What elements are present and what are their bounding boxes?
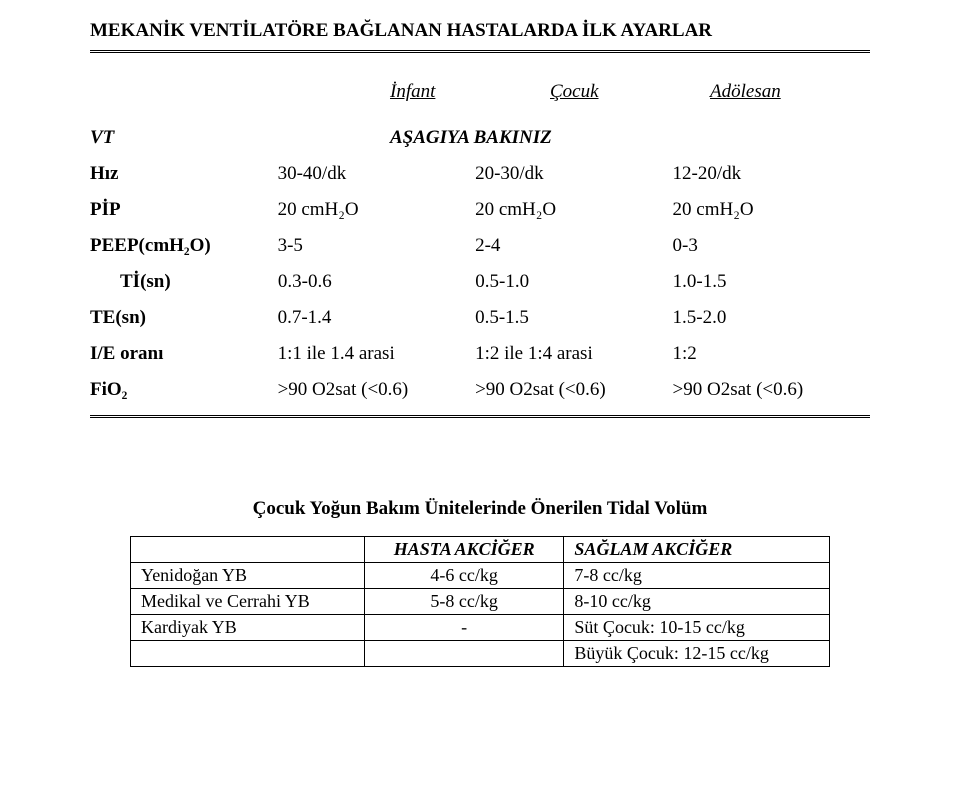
row-c2: 2-4: [475, 235, 672, 257]
page-title: MEKANİK VENTİLATÖRE BAĞLANAN HASTALARDA …: [90, 20, 870, 42]
row-c3: 12-20/dk: [673, 163, 870, 185]
row-ie: I/E oranı 1:1 ile 1.4 arasi 1:2 ile 1:4 …: [90, 343, 870, 365]
td-saglam-extra: Büyük Çocuk: 12-15 cc/kg: [564, 641, 830, 667]
row-c3: 1.5-2.0: [673, 307, 870, 329]
col-header-infant: İnfant: [390, 81, 550, 103]
row-c2: 0.5-1.5: [475, 307, 672, 329]
row-c1: 0.7-1.4: [278, 307, 475, 329]
row-c2: >90 O2sat (<0.6): [475, 379, 672, 401]
col-header-child: Çocuk: [550, 81, 710, 103]
td-label: Yenidoğan YB: [131, 563, 365, 589]
td-hasta: 5-8 cc/kg: [364, 589, 564, 615]
row-c3: 1.0-1.5: [673, 271, 870, 293]
row-c2: 20 cmH₂O: [475, 199, 672, 221]
row-label: TE(sn): [90, 307, 278, 329]
td-hasta: 4-6 cc/kg: [364, 563, 564, 589]
row-c1: 1:1 ile 1.4 arasi: [278, 343, 475, 365]
row-label: PİP: [90, 199, 278, 221]
td-blank: [131, 641, 365, 667]
row-label: FiO₂: [90, 379, 278, 401]
td-label: Kardiyak YB: [131, 615, 365, 641]
tidal-volume-table: HASTA AKCİĞER SAĞLAM AKCİĞER Yenidoğan Y…: [130, 536, 830, 667]
row-ti: Tİ(sn) 0.3-0.6 0.5-1.0 1.0-1.5: [90, 271, 870, 293]
vt-value: AŞAGIYA BAKINIZ: [280, 127, 552, 149]
table-header-row: HASTA AKCİĞER SAĞLAM AKCİĞER: [131, 537, 830, 563]
row-peep: PEEP(cmH₂O) 3-5 2-4 0-3: [90, 235, 870, 257]
col-header-adolesan: Adölesan: [710, 81, 870, 103]
row-label: Tİ(sn): [90, 271, 278, 293]
th-saglam: SAĞLAM AKCİĞER: [564, 537, 830, 563]
td-saglam: Süt Çocuk: 10-15 cc/kg: [564, 615, 830, 641]
row-c1: 3-5: [278, 235, 475, 257]
row-c1: 0.3-0.6: [278, 271, 475, 293]
td-saglam: 8-10 cc/kg: [564, 589, 830, 615]
row-c1: >90 O2sat (<0.6): [278, 379, 475, 401]
top-double-rule: [90, 50, 870, 53]
row-pip: PİP 20 cmH₂O 20 cmH₂O 20 cmH₂O: [90, 199, 870, 221]
table-row: Medikal ve Cerrahi YB 5-8 cc/kg 8-10 cc/…: [131, 589, 830, 615]
row-c2: 1:2 ile 1:4 arasi: [475, 343, 672, 365]
table-row-extra: Büyük Çocuk: 12-15 cc/kg: [131, 641, 830, 667]
row-label: I/E oranı: [90, 343, 278, 365]
row-c3: 1:2: [673, 343, 870, 365]
row-c2: 20-30/dk: [475, 163, 672, 185]
td-saglam: 7-8 cc/kg: [564, 563, 830, 589]
row-label: Hız: [90, 163, 278, 185]
vt-label: VT: [90, 127, 280, 149]
th-hasta: HASTA AKCİĞER: [364, 537, 564, 563]
td-label: Medikal ve Cerrahi YB: [131, 589, 365, 615]
row-label: PEEP(cmH₂O): [90, 235, 278, 257]
row-c3: 0-3: [673, 235, 870, 257]
td-hasta: -: [364, 615, 564, 641]
th-blank: [131, 537, 365, 563]
row-c2: 0.5-1.0: [475, 271, 672, 293]
vt-row: VT AŞAGIYA BAKINIZ: [90, 127, 870, 149]
column-headers: İnfant Çocuk Adölesan: [90, 81, 870, 103]
table-row: Yenidoğan YB 4-6 cc/kg 7-8 cc/kg: [131, 563, 830, 589]
row-c1: 20 cmH₂O: [278, 199, 475, 221]
row-c3: 20 cmH₂O: [673, 199, 870, 221]
row-te: TE(sn) 0.7-1.4 0.5-1.5 1.5-2.0: [90, 307, 870, 329]
section2-heading: Çocuk Yoğun Bakım Ünitelerinde Önerilen …: [90, 498, 870, 520]
row-c1: 30-40/dk: [278, 163, 475, 185]
table-row: Kardiyak YB - Süt Çocuk: 10-15 cc/kg: [131, 615, 830, 641]
bottom-double-rule: [90, 415, 870, 418]
row-fio2: FiO₂ >90 O2sat (<0.6) >90 O2sat (<0.6) >…: [90, 379, 870, 401]
td-blank: [364, 641, 564, 667]
row-c3: >90 O2sat (<0.6): [673, 379, 870, 401]
row-hiz: Hız 30-40/dk 20-30/dk 12-20/dk: [90, 163, 870, 185]
